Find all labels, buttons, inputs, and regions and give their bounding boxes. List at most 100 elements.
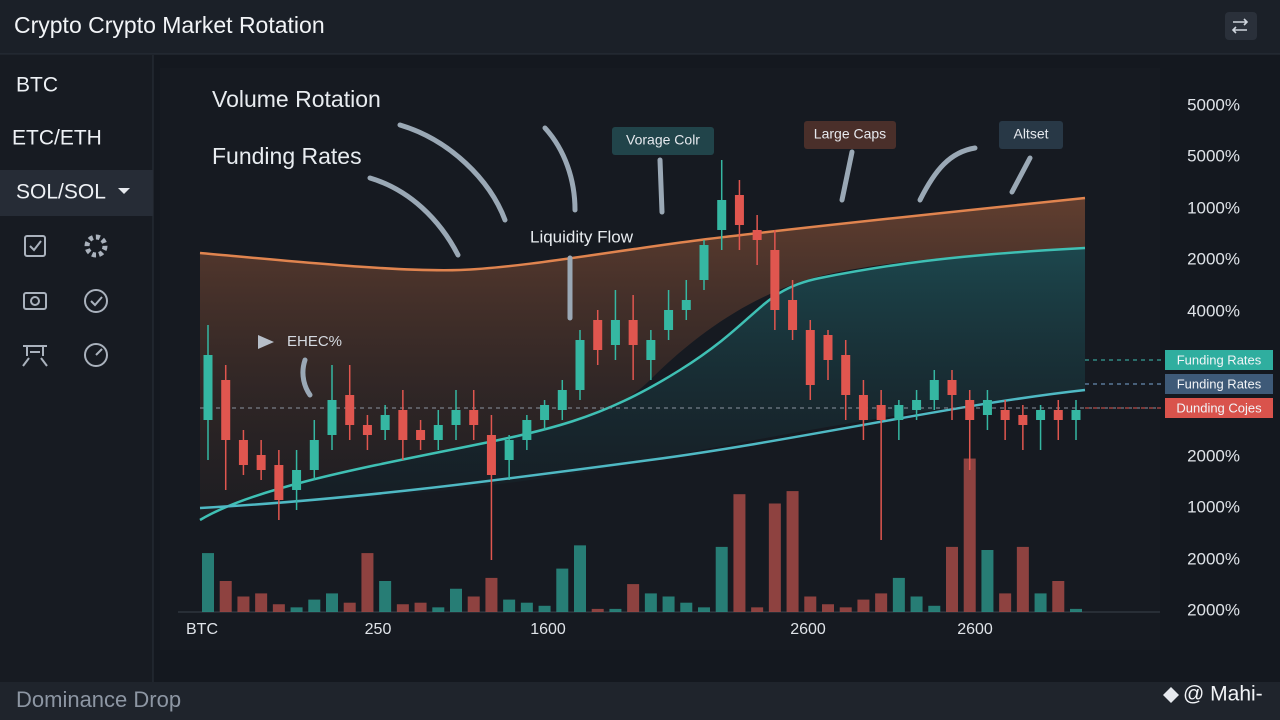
callout-label: Large Caps <box>814 126 886 142</box>
volume-bar <box>751 607 764 612</box>
candle-body <box>593 320 603 350</box>
candle-body <box>1053 410 1063 420</box>
volume-bar <box>308 599 321 612</box>
candle-body <box>362 425 372 435</box>
candle-body <box>929 380 939 400</box>
candle-body <box>752 230 762 240</box>
candle-body <box>292 470 302 490</box>
candle-body <box>664 310 674 330</box>
candle-body <box>841 355 851 395</box>
candle-body <box>1000 410 1010 420</box>
legend-label: Funding Rates <box>1177 352 1262 367</box>
app-title: Crypto Crypto Market Rotation <box>14 12 325 38</box>
volume-bar <box>219 581 232 612</box>
icon[interactable] <box>90 296 103 307</box>
volume-bar <box>361 553 374 612</box>
volume-bar <box>255 593 268 612</box>
y-axis-label: 5000% <box>1187 146 1240 165</box>
volume-bar <box>875 593 888 612</box>
volume-bar <box>1070 608 1082 612</box>
candle-body <box>486 435 496 475</box>
watermark: @ Mahi- <box>1183 683 1263 706</box>
icon[interactable] <box>22 345 48 367</box>
selected-item-bg <box>0 170 153 216</box>
candle-body <box>522 420 532 440</box>
candle-body <box>327 400 337 435</box>
watermark-logo <box>1163 687 1179 703</box>
volume-bar <box>450 588 462 612</box>
candle-body <box>469 410 479 425</box>
legend-label: Dunding Cojes <box>1176 400 1262 415</box>
volume-bar <box>556 568 569 612</box>
volume-bar <box>202 553 214 612</box>
candle-body <box>203 355 213 420</box>
volume-bar <box>910 596 923 612</box>
icon[interactable] <box>84 234 108 258</box>
candle-body <box>965 400 975 420</box>
volume-bar <box>467 596 480 612</box>
x-axis-label: 2600 <box>957 621 993 638</box>
volume-bar <box>999 593 1012 612</box>
dropdown-arrow[interactable] <box>118 188 130 194</box>
legend-tag <box>1165 374 1273 394</box>
annotation: EHEC% <box>287 333 342 350</box>
candle-body <box>398 410 408 440</box>
legend-tag <box>1165 350 1273 370</box>
volume-bar <box>680 602 693 612</box>
volume-bar <box>981 550 994 612</box>
nav-item[interactable]: ETC/ETH <box>12 127 102 150</box>
nav-item[interactable]: BTC <box>16 74 58 97</box>
menu-button[interactable] <box>1225 12 1257 40</box>
volume-bar <box>1052 581 1065 612</box>
icon[interactable] <box>84 343 108 367</box>
icon[interactable] <box>24 235 46 257</box>
candle-body <box>823 335 833 360</box>
volume-bar <box>432 607 445 612</box>
candle-body <box>238 440 248 465</box>
icon[interactable] <box>23 292 47 310</box>
callout-box <box>804 121 896 149</box>
sidebar <box>0 55 153 682</box>
nav-item[interactable]: SOL/SOL <box>16 181 106 204</box>
x-axis-label: 250 <box>365 621 392 638</box>
legend-tag <box>1165 398 1273 418</box>
play-marker <box>258 335 274 349</box>
candle-body <box>982 400 992 415</box>
candle-body <box>433 425 443 440</box>
volume-bar <box>768 503 781 612</box>
band-area <box>200 248 1085 520</box>
candle-body <box>416 430 426 440</box>
y-axis-label: 1000% <box>1187 198 1240 217</box>
icon[interactable] <box>29 240 42 252</box>
candle-body <box>221 380 231 440</box>
candle-body <box>575 340 585 390</box>
candle-body <box>734 195 744 225</box>
y-axis-label: 2000% <box>1187 446 1240 465</box>
volume-bar <box>379 581 392 612</box>
volume-bar <box>715 546 728 612</box>
icon[interactable] <box>84 289 108 313</box>
volume-bar <box>857 599 870 612</box>
candle-body <box>1018 415 1028 425</box>
candle-body <box>788 300 798 330</box>
candle-body <box>628 320 638 345</box>
candle-body <box>557 390 567 410</box>
candle-body <box>1071 410 1081 420</box>
candle-body <box>805 330 815 385</box>
icon[interactable] <box>95 348 103 356</box>
footer-status: Dominance Drop <box>16 687 181 712</box>
candle-body <box>699 245 709 280</box>
candle-body <box>309 440 319 470</box>
volume-bar <box>396 604 409 612</box>
volume-bar <box>609 608 622 612</box>
indicator-line <box>199 196 1086 272</box>
volume-bar <box>1016 546 1029 612</box>
volume-bar <box>1034 593 1047 612</box>
annotation: Volume Rotation <box>212 86 381 112</box>
annotation: Funding Rates <box>212 143 362 169</box>
icon[interactable] <box>30 296 40 306</box>
candle-body <box>894 405 904 420</box>
candle-body <box>504 440 514 460</box>
